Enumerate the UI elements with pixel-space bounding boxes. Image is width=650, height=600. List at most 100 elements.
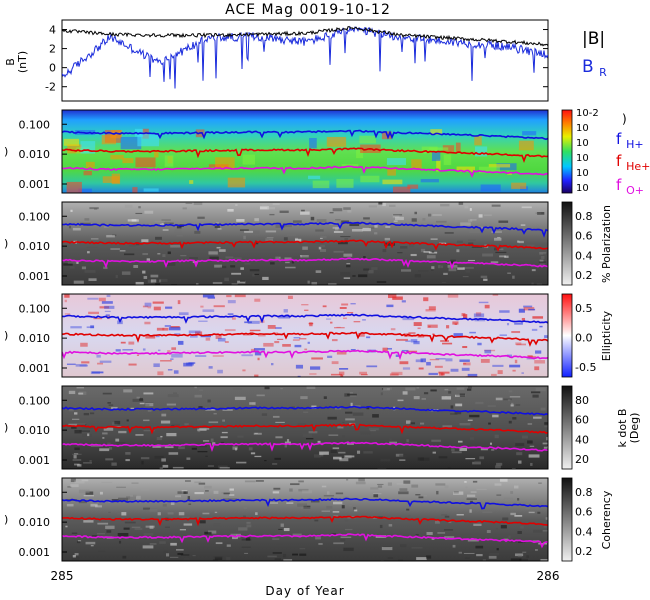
coherency-texture: [467, 539, 479, 542]
polarization-texture: [252, 273, 255, 277]
kdotb-colorbar-tick-label: 20: [575, 453, 589, 466]
polarization-texture: [285, 261, 290, 264]
polarization-texture: [343, 253, 353, 257]
coherency-texture: [175, 549, 184, 551]
kdotb-texture: [527, 440, 533, 444]
freq-tick-label: 0.010: [19, 240, 51, 253]
kdotb-texture: [344, 393, 350, 397]
power-texture: [83, 170, 92, 176]
power-texture: [382, 179, 403, 185]
kdotb-texture: [256, 394, 265, 397]
coherency-texture: [131, 482, 139, 484]
polarization-texture: [431, 250, 435, 253]
species-legend: f H+ f He+ f O+ ): [616, 112, 650, 197]
ellipticity-texture: [241, 354, 253, 357]
power-texture: [387, 168, 396, 176]
freq-tick-label: 0.010: [19, 148, 51, 161]
coherency-texture: [517, 498, 520, 501]
kdotb-texture: [303, 411, 309, 413]
polarization-texture: [162, 229, 169, 231]
ellipticity-texture: [304, 309, 309, 311]
kdotb-texture: [487, 405, 496, 407]
polarization-texture: [335, 219, 341, 221]
kdotb-texture: [111, 406, 118, 410]
polarization-texture: [469, 229, 480, 233]
polarization-texture: [141, 239, 149, 243]
kdotb-texture: [535, 387, 546, 392]
coherency-texture: [279, 559, 285, 561]
ellipticity-texture: [491, 373, 497, 377]
coherency-texture: [435, 483, 446, 486]
polarization-texture: [346, 264, 351, 268]
coherency-texture: [228, 498, 238, 501]
ellipticity-texture: [492, 364, 504, 367]
ellipticity-texture: [521, 372, 524, 374]
kdotb-texture: [444, 388, 449, 391]
coherency-texture: [508, 535, 511, 539]
kdotb-texture: [199, 389, 204, 391]
coherency-texture: [175, 495, 182, 498]
kdotb-texture: [370, 427, 373, 429]
kdotb-texture: [161, 413, 167, 417]
power-texture: [431, 151, 441, 162]
freq-tick-label: 0.100: [19, 210, 51, 223]
kdotb-texture: [102, 432, 108, 435]
kdotb-texture: [264, 386, 270, 390]
coherency-texture: [326, 491, 330, 495]
kdotb-colorbar: [561, 385, 573, 470]
ellipticity-texture: [408, 332, 416, 335]
kdotb-texture: [338, 451, 346, 454]
ellipticity-texture: [392, 296, 403, 300]
ellipticity-texture: [511, 331, 521, 334]
kdotb-texture: [402, 391, 408, 395]
coherency-texture: [273, 487, 281, 490]
kdotb-texture: [194, 394, 202, 398]
kdotb-texture: [333, 456, 342, 460]
polarization-texture: [227, 208, 234, 212]
freq-tick-label: 0.001: [19, 454, 51, 467]
power-texture: [474, 146, 488, 157]
coherency-texture: [415, 534, 419, 536]
coherency-texture: [78, 500, 88, 504]
coherency-texture: [157, 512, 161, 516]
coherency-texture: [300, 506, 311, 509]
ellipticity-texture: [165, 306, 173, 309]
kdotb-texture: [330, 449, 337, 453]
kdotb-spectrogram: [62, 386, 548, 469]
kdotb-texture: [544, 422, 548, 425]
ellipticity-texture: [427, 324, 438, 328]
polarization-spectrogram: [62, 202, 548, 285]
polarization-series-fh-line: [62, 221, 548, 238]
polarization-texture: [293, 256, 301, 259]
kdotb-texture: [71, 426, 77, 429]
ellipticity-texture: [447, 294, 459, 298]
kdotb-texture: [503, 398, 512, 401]
coherency-texture: [213, 523, 221, 527]
kdotb-texture: [221, 431, 228, 434]
kdotb-texture: [532, 394, 539, 398]
coherency-texture: [398, 491, 409, 495]
coherency-texture: [65, 525, 68, 528]
ellipticity-texture: [242, 369, 246, 372]
coherency-texture: [434, 520, 440, 524]
coherency-texture: [340, 539, 346, 542]
ellipticity-texture: [167, 369, 173, 371]
coherency-texture: [333, 542, 344, 545]
kdotb-texture: [253, 432, 262, 435]
coherency-texture: [399, 488, 408, 491]
coherency-texture: [149, 543, 157, 545]
kdotb-texture: [280, 388, 283, 390]
kdotb-texture: [456, 394, 466, 397]
coherency-texture: [514, 515, 523, 517]
kdotb-texture: [419, 457, 430, 461]
polarization-colorbar-tick-label: 0.8: [575, 210, 593, 223]
polarization-texture: [520, 224, 526, 226]
polarization-texture: [319, 249, 327, 252]
coherency-texture: [246, 524, 252, 528]
coherency-texture: [121, 512, 127, 516]
coherency-texture: [229, 488, 234, 491]
kdotb-texture: [74, 463, 80, 466]
polarization-texture: [352, 275, 356, 277]
ellipticity-texture: [526, 358, 535, 360]
coherency-texture: [542, 530, 548, 532]
